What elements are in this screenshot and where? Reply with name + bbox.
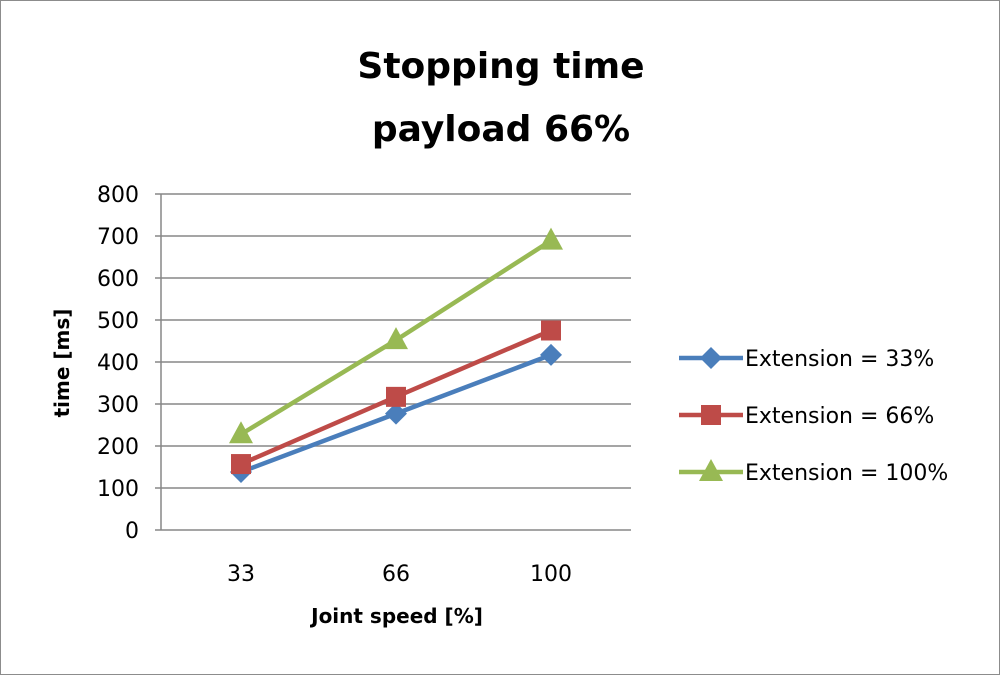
y-tick-label: 400 (97, 351, 139, 376)
legend-label: Extension = 33% (745, 347, 934, 372)
series-2 (231, 320, 561, 475)
square-marker (231, 454, 251, 475)
y-tick-label: 500 (97, 309, 139, 334)
square-marker (386, 386, 406, 407)
legend-label: Extension = 100% (745, 461, 948, 486)
chart-title-line-2: payload 66% (372, 109, 630, 150)
legend-label: Extension = 66% (745, 404, 934, 429)
y-tick-label: 800 (97, 183, 139, 208)
diamond-marker (540, 343, 562, 366)
y-tick-label: 100 (97, 477, 139, 502)
x-tick-label: 33 (227, 562, 255, 587)
triangle-marker (539, 227, 563, 250)
diamond-marker (700, 347, 722, 369)
triangle-marker (699, 459, 723, 481)
triangle-marker (384, 327, 408, 350)
x-tick-label: 66 (382, 562, 410, 587)
square-marker (541, 320, 561, 341)
y-tick-label: 600 (97, 267, 139, 292)
y-tick-label: 300 (97, 393, 139, 418)
y-tick-label: 700 (97, 225, 139, 250)
chart-title-line-1: Stopping time (357, 46, 644, 87)
x-tick-label: 100 (530, 562, 572, 587)
diamond-marker (385, 402, 407, 425)
triangle-marker (229, 421, 253, 444)
y-tick-label: 0 (125, 519, 139, 544)
x-axis-label: Joint speed [%] (309, 604, 483, 628)
y-axis-label: time [ms] (50, 309, 74, 418)
series-1 (230, 343, 562, 484)
series-3 (229, 227, 563, 444)
y-tick-label: 200 (97, 435, 139, 460)
square-marker (701, 405, 721, 425)
